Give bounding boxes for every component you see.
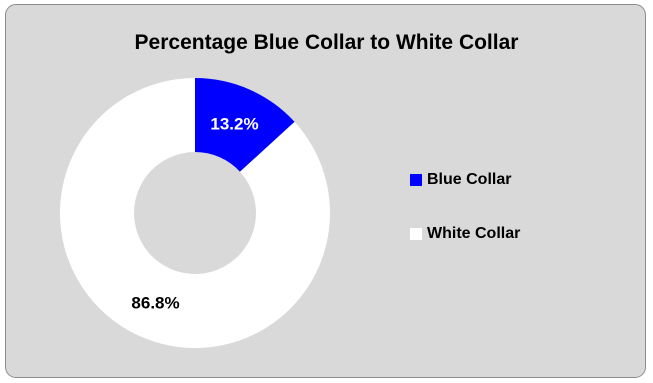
legend-swatch-white-collar (410, 228, 422, 240)
legend-label-blue-collar: Blue Collar (427, 171, 512, 188)
legend-label-white-collar: White Collar (427, 225, 521, 242)
donut-slice-white-collar (60, 78, 330, 348)
donut-slice-blue-collar (195, 78, 295, 172)
chart-title: Percentage Blue Collar to White Collar (134, 31, 519, 54)
legend: Blue Collar White Collar (410, 170, 520, 278)
legend-item-blue-collar: Blue Collar (410, 170, 520, 190)
legend-swatch-blue-collar (410, 174, 422, 186)
data-label-white-collar: 86.8% (131, 294, 179, 313)
legend-item-white-collar: White Collar (410, 224, 520, 244)
data-label-blue-collar: 13.2% (210, 114, 258, 133)
